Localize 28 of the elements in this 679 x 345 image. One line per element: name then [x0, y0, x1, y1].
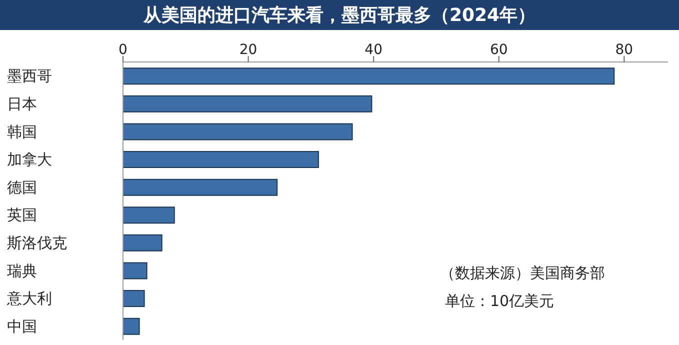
- x-tick-label: 40: [364, 42, 382, 58]
- y-tick-label: 中国: [7, 317, 37, 336]
- bar: [123, 262, 148, 280]
- y-tick-label: 韩国: [7, 122, 37, 141]
- bar: [123, 95, 372, 112]
- bar: [123, 290, 145, 308]
- bar: [123, 234, 162, 252]
- y-tick-label: 意大利: [6, 290, 52, 308]
- x-tick-label: 80: [615, 42, 634, 58]
- x-tick-label: 0: [118, 42, 128, 58]
- x-tick-label: 60: [490, 42, 508, 58]
- y-tick-label: 德国: [7, 178, 37, 196]
- annotation: 单位：10亿美元: [445, 292, 554, 311]
- x-tick-label: 20: [239, 42, 258, 58]
- y-tick-label: 日本: [7, 95, 37, 114]
- y-tick-label: 墨西哥: [7, 67, 52, 86]
- y-tick-label: 加拿大: [7, 150, 52, 169]
- chart-title: 从美国的进口汽车来看，墨西哥最多（2024年）: [0, 0, 679, 30]
- bar: [123, 178, 278, 196]
- bar: [123, 151, 319, 168]
- y-tick-label: 英国: [7, 206, 37, 224]
- bar: [123, 68, 615, 85]
- bar: [123, 206, 175, 224]
- bar: [123, 318, 140, 335]
- y-tick-label: 斯洛伐克: [7, 234, 67, 252]
- bar: [123, 123, 353, 140]
- annotation: （数据来源）美国商务部: [440, 264, 605, 283]
- y-tick-label: 瑞典: [7, 262, 37, 280]
